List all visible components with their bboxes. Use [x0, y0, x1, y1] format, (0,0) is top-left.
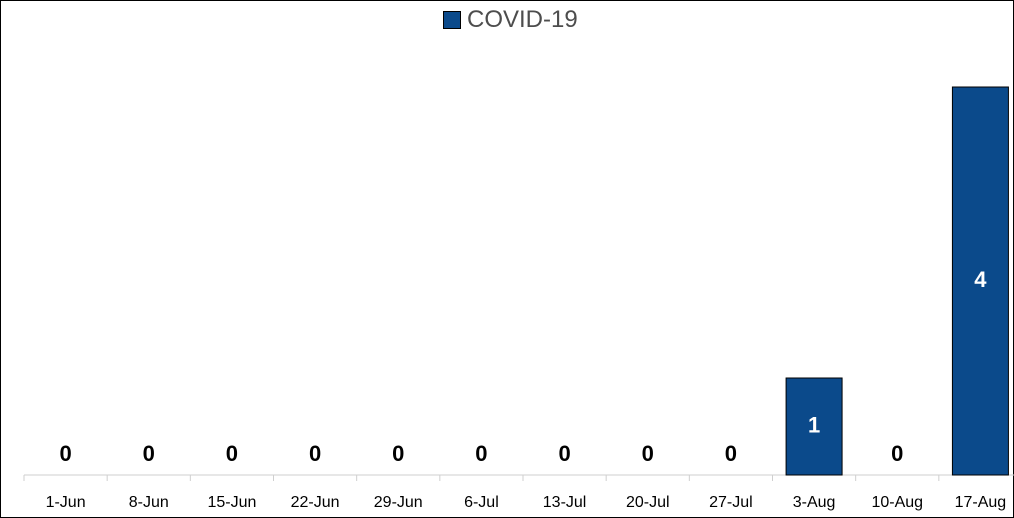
- bar-data-label: 4: [974, 267, 987, 292]
- x-tick-label: 13-Jul: [543, 494, 587, 511]
- bar-data-label: 0: [475, 441, 487, 466]
- bar-data-label: 0: [226, 441, 238, 466]
- bar-data-label: 0: [558, 441, 570, 466]
- legend-swatch: [443, 11, 461, 29]
- x-tick-label: 22-Jun: [291, 494, 340, 511]
- bar-data-label: 0: [642, 441, 654, 466]
- bar-data-label: 1: [808, 412, 820, 437]
- legend: COVID-19: [443, 6, 578, 34]
- x-tick-label: 6-Jul: [464, 494, 499, 511]
- legend-label: COVID-19: [467, 6, 578, 33]
- x-tick-label: 3-Aug: [793, 494, 836, 511]
- bar-data-label: 0: [59, 441, 71, 466]
- x-tick-label: 10-Aug: [871, 494, 923, 511]
- x-tick-label: 29-Jun: [374, 494, 423, 511]
- bar-data-label: 0: [309, 441, 321, 466]
- bar-3-aug: [785, 377, 843, 476]
- x-tick-label: 8-Jun: [129, 494, 169, 511]
- bar-data-label: 0: [725, 441, 737, 466]
- bar-data-label: 0: [891, 441, 903, 466]
- x-tick-label: 15-Jun: [207, 494, 256, 511]
- bar-data-label: 0: [143, 441, 155, 466]
- x-tick-label: 1-Jun: [46, 494, 86, 511]
- x-tick-label: 20-Jul: [626, 494, 670, 511]
- x-tick-label: 27-Jul: [709, 494, 753, 511]
- bar-data-label: 0: [392, 441, 404, 466]
- bar-17-aug: [951, 86, 1009, 476]
- x-tick-label: 17-Aug: [955, 494, 1007, 511]
